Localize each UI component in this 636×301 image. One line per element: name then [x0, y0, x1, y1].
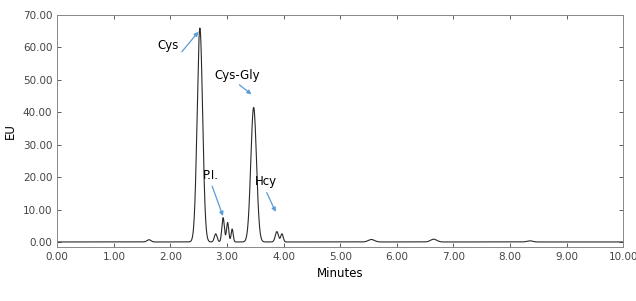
Text: Cys-Gly: Cys-Gly	[214, 69, 260, 82]
Y-axis label: EU: EU	[4, 123, 17, 139]
X-axis label: Minutes: Minutes	[317, 267, 364, 280]
Text: Cys: Cys	[157, 39, 178, 52]
Text: P.I.: P.I.	[204, 169, 219, 182]
Text: Hcy: Hcy	[254, 175, 277, 188]
